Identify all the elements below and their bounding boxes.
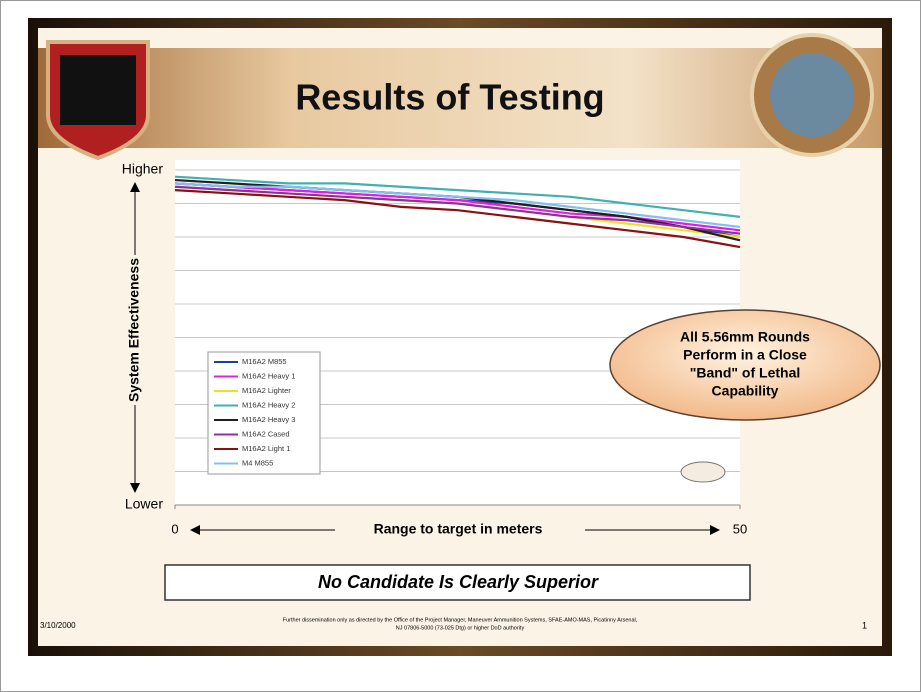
y-tick-label: Lower — [125, 496, 163, 512]
footer-line: Further dissemination only as directed b… — [283, 617, 638, 623]
y-tick-label: Higher — [122, 161, 164, 177]
seal-inner — [770, 53, 854, 137]
x-tick-label: 0 — [171, 521, 178, 536]
footer-line: NJ 07806-5000 (73-025 Dtg) or higher DoD… — [396, 625, 525, 631]
cloud-bubble — [680, 461, 726, 483]
y-arrow-up — [130, 182, 140, 192]
x-arrow-left — [190, 525, 200, 535]
callout-cloud — [609, 309, 881, 421]
slide-number: 1 — [862, 620, 867, 630]
slide-date: 3/10/2000 — [40, 621, 76, 630]
legend-box — [207, 351, 321, 475]
shield-inner — [60, 55, 136, 125]
legend-label: M16A2 Heavy 3 — [242, 415, 295, 424]
callout-text: Perform in a Close — [683, 347, 807, 363]
callout-text: "Band" of Lethal — [690, 365, 801, 381]
series-line — [174, 185, 741, 235]
legend-label: M16A2 Lighter — [242, 386, 291, 395]
y-arrow-down — [130, 483, 140, 493]
slide-title: Results of Testing — [295, 77, 604, 118]
callout-text: Capability — [712, 383, 779, 399]
title-banner — [38, 48, 882, 148]
conclusion-text: No Candidate Is Clearly Superior — [318, 572, 599, 592]
legend-label: M16A2 Heavy 1 — [242, 371, 295, 380]
legend-label: M16A2 Light 1 — [242, 444, 290, 453]
series-line — [174, 175, 741, 218]
conclusion-box — [164, 564, 751, 601]
cloud-shape — [609, 309, 881, 421]
legend-label: M16A2 M855 — [242, 357, 287, 366]
series-line — [174, 189, 741, 249]
legend-label: M16A2 Cased — [242, 429, 290, 438]
legend-label: M4 M855 — [242, 458, 273, 467]
x-tick-label: 50 — [733, 521, 747, 536]
series-line — [174, 182, 741, 229]
y-axis-label: System Effectiveness — [126, 258, 142, 402]
x-arrow-right — [710, 525, 720, 535]
callout-text: All 5.56mm Rounds — [680, 329, 810, 345]
x-axis-label: Range to target in meters — [374, 521, 543, 537]
legend-label: M16A2 Heavy 2 — [242, 400, 295, 409]
